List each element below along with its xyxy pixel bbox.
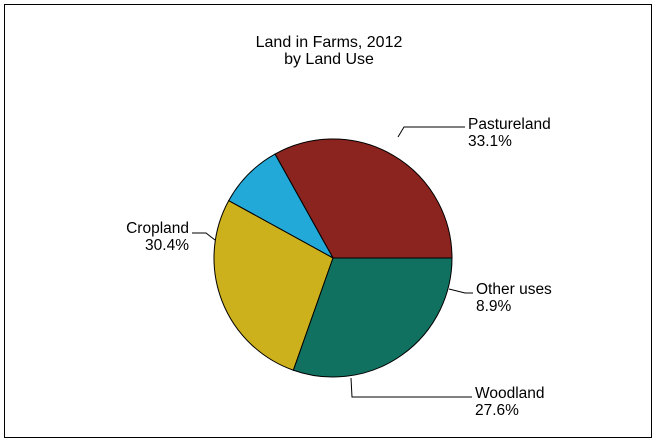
- chart-title: Land in Farms, 2012: [256, 34, 403, 51]
- slice-value-label: 30.4%: [145, 237, 189, 254]
- leader-line-pastureland: [397, 126, 465, 138]
- leader-lines: [192, 126, 473, 398]
- leader-line-cropland: [192, 232, 216, 241]
- slice-label: Woodland: [475, 385, 545, 402]
- slice-label: Cropland: [126, 220, 189, 237]
- leader-line-woodland: [350, 377, 472, 398]
- slice-value-label: 8.9%: [476, 298, 512, 315]
- pie-slices: [213, 138, 453, 378]
- pie-slice-woodland: [213, 199, 334, 371]
- leader-line-other-uses: [448, 288, 473, 294]
- pie-slice-cropland: [292, 257, 453, 378]
- pie-slice-pastureland: [274, 138, 453, 259]
- slice-value-label: 33.1%: [468, 133, 512, 150]
- chart-subtitle: by Land Use: [284, 51, 374, 68]
- slice-label: Other uses: [476, 281, 552, 298]
- slice-value-label: 27.6%: [475, 402, 519, 419]
- slice-label: Pastureland: [468, 116, 551, 133]
